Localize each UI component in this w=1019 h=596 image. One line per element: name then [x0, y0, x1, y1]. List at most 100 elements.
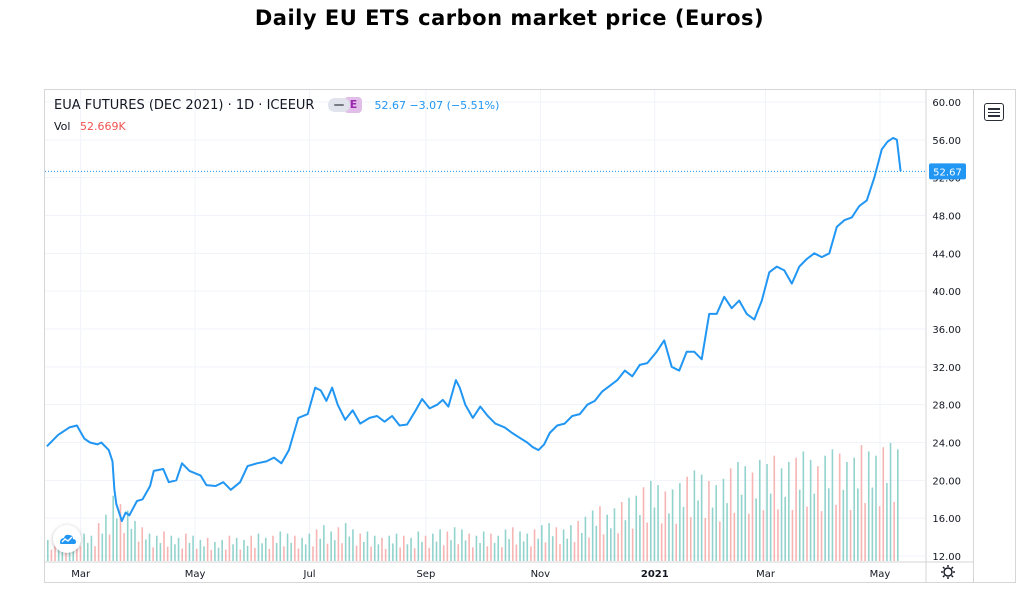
volume-bar: [620, 502, 623, 561]
volume-bar: [381, 537, 383, 561]
volume-bar: [599, 506, 601, 561]
volume-bar: [79, 546, 82, 561]
volume-bar: [413, 548, 416, 561]
volume-bar: [475, 535, 478, 561]
volume-bar: [272, 535, 274, 561]
volume-bar: [392, 543, 394, 561]
volume-bar: [737, 461, 739, 561]
volume-bar: [827, 488, 830, 561]
volume-bar: [675, 523, 678, 561]
volume-bar: [501, 547, 503, 561]
volume-bar: [704, 518, 707, 561]
gear-icon[interactable]: [941, 565, 955, 579]
volume-bar: [148, 533, 151, 561]
volume-bar: [897, 449, 899, 561]
volume-bar: [105, 514, 107, 561]
volume-bar: [780, 468, 783, 561]
volume-legend: Vol 52.669K: [54, 120, 126, 133]
volume-bar: [860, 445, 863, 561]
volume-bar: [261, 543, 263, 561]
volume-bar: [748, 513, 750, 561]
volume-bar: [283, 546, 285, 561]
volume-bar: [751, 472, 754, 561]
volume-bar: [610, 528, 612, 561]
volume-bar: [744, 466, 747, 561]
volume-bar: [482, 531, 485, 561]
volume-bar: [308, 533, 311, 561]
volume-bar: [773, 455, 776, 561]
volume-bar: [145, 539, 147, 561]
volume-bar: [613, 508, 616, 561]
volume-bar: [584, 516, 587, 561]
volume-bar: [624, 520, 627, 561]
y-tick-label: 36.00: [932, 325, 961, 336]
volume-bar: [628, 497, 630, 561]
volume-bar: [831, 449, 834, 561]
volume-bar: [217, 547, 220, 561]
hide-series-icon[interactable]: [328, 98, 351, 112]
volume-bar: [835, 504, 837, 561]
y-tick-label: 40.00: [932, 287, 961, 298]
volume-bar: [733, 512, 736, 561]
volume-bar: [497, 535, 500, 561]
volume-bar: [602, 534, 605, 561]
volume-bar: [798, 489, 801, 561]
x-tick-label: May: [870, 569, 891, 580]
volume-bar: [286, 533, 289, 561]
volume-bar: [188, 542, 191, 561]
volume-bar: [112, 495, 114, 561]
volume-bar: [246, 545, 249, 561]
volume-bar: [290, 542, 292, 561]
volume-bar: [435, 541, 438, 561]
volume-bar: [185, 533, 187, 561]
series-pill[interactable]: E: [328, 97, 363, 113]
cloud-logo-icon[interactable]: [53, 525, 81, 553]
volume-bar: [239, 549, 242, 561]
volume-bar: [406, 544, 409, 561]
volume-bar: [697, 500, 699, 561]
grid-layer: [45, 90, 925, 561]
x-tick-label: Sep: [416, 569, 435, 580]
volume-bar: [137, 541, 140, 561]
volume-bar: [428, 547, 431, 561]
volume-bar: [693, 470, 696, 561]
volume-bar: [842, 489, 845, 561]
x-tick-label: Mar: [71, 569, 91, 580]
volume-bar: [464, 540, 467, 561]
y-tick-label: 16.00: [932, 514, 961, 525]
symbol-label: EUA FUTURES (DEC 2021) · 1D · ICEEUR: [54, 97, 315, 113]
volume-bar: [537, 538, 539, 561]
volume-bar: [304, 544, 307, 561]
volume-bar: [90, 535, 93, 561]
hamburger-menu-icon[interactable]: [984, 103, 1004, 121]
volume-bar: [388, 535, 391, 561]
volume-bar: [784, 496, 786, 561]
y-tick-label: 60.00: [932, 98, 961, 109]
volume-bar: [279, 531, 282, 561]
volume-bar: [486, 546, 489, 561]
volume-bar: [864, 503, 866, 561]
volume-bar: [508, 539, 510, 561]
series-legend: EUA FUTURES (DEC 2021) · 1D · ICEEUR E 5…: [54, 97, 499, 113]
volume-bar: [301, 537, 303, 561]
volume-bar: [47, 539, 49, 561]
volume-bar: [588, 537, 590, 561]
y-tick-label: 44.00: [932, 249, 961, 260]
volume-bar: [591, 510, 594, 561]
volume-bar: [559, 544, 561, 561]
volume-bar: [370, 546, 372, 561]
volume-bar: [126, 510, 129, 561]
volume-bar: [791, 510, 794, 561]
volume-bar: [479, 543, 481, 561]
volume-bar: [214, 542, 216, 561]
volume-bar: [450, 540, 452, 561]
volume-bar: [893, 501, 895, 561]
volume-layer: [47, 443, 899, 561]
volume-bar: [101, 533, 104, 561]
volume-bar: [257, 533, 260, 561]
volume-bar: [806, 506, 808, 561]
volume-bar: [533, 529, 536, 561]
volume-bar: [395, 533, 398, 561]
volume-bar: [715, 485, 717, 561]
